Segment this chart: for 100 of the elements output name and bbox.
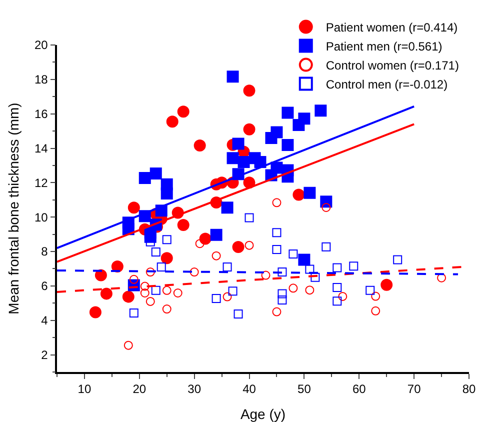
point [298, 112, 310, 125]
point [322, 242, 331, 252]
point [212, 251, 221, 260]
point [349, 262, 358, 271]
point [190, 268, 199, 277]
y-tick-label: 10 [34, 210, 48, 224]
point [177, 219, 190, 232]
point [151, 248, 160, 257]
legend-label: Patient men (r=0.561) [326, 39, 442, 54]
y-tick-label: 2 [41, 348, 48, 362]
point [304, 186, 316, 199]
point [210, 228, 222, 241]
x-tick-label: 50 [298, 382, 312, 396]
y-tick-label: 18 [34, 72, 48, 87]
x-tick-label: 40 [242, 382, 256, 396]
point [138, 172, 151, 184]
point [221, 202, 234, 214]
y-tick-label: 16 [34, 107, 48, 122]
point [243, 84, 256, 97]
point [212, 294, 221, 304]
point [338, 292, 348, 301]
point [272, 198, 282, 208]
y-axis-title: Mean frontal bone thickness (mm) [6, 102, 22, 314]
point [270, 126, 283, 138]
point [173, 288, 182, 298]
point [162, 286, 172, 295]
point [278, 296, 287, 305]
point [278, 289, 287, 298]
point [234, 310, 243, 318]
point [146, 268, 155, 277]
point [160, 188, 173, 200]
x-tick-label: 30 [188, 382, 202, 396]
point [244, 240, 254, 250]
point [282, 138, 294, 151]
point [195, 239, 204, 248]
point [305, 264, 314, 274]
point [232, 138, 244, 150]
y-tick-label: 4 [41, 314, 48, 328]
point [332, 283, 342, 292]
point [298, 254, 310, 266]
point [322, 202, 331, 212]
point [380, 278, 393, 291]
point [160, 252, 173, 264]
point [371, 292, 380, 301]
point [332, 263, 342, 272]
x-axis-title: Age (y) [240, 406, 286, 422]
point [278, 268, 287, 277]
point [222, 292, 232, 302]
point [332, 296, 342, 306]
point [226, 70, 239, 83]
point [272, 307, 282, 316]
legend-label: Control men (r=-0.012) [326, 77, 448, 92]
point [100, 288, 112, 300]
point [292, 188, 305, 201]
point [288, 284, 298, 293]
point [310, 272, 320, 282]
point [254, 156, 266, 168]
point [238, 156, 250, 168]
point [194, 140, 206, 152]
point [94, 269, 107, 282]
point [129, 308, 138, 318]
point [162, 235, 172, 244]
point [393, 255, 402, 264]
point [129, 274, 138, 284]
point [140, 288, 150, 298]
point [226, 152, 239, 164]
point [166, 116, 178, 128]
x-tick-label: 20 [132, 382, 146, 396]
x-tick-label: 70 [407, 382, 422, 396]
point [162, 304, 172, 314]
y-tick-label: 12 [34, 176, 48, 190]
y-tick-label: 8 [41, 244, 48, 259]
point [371, 306, 380, 316]
point [151, 286, 160, 295]
x-tick-label: 80 [462, 382, 476, 396]
point [261, 270, 270, 280]
y-tick-label: 20 [34, 38, 48, 52]
point [128, 202, 140, 214]
point [222, 262, 232, 272]
point [150, 168, 162, 180]
point [228, 286, 238, 296]
point [89, 306, 102, 318]
point [156, 262, 166, 272]
point [232, 241, 244, 254]
legend-label: Control women (r=0.171) [326, 58, 459, 72]
point [305, 286, 314, 295]
point [124, 340, 133, 350]
point [146, 296, 155, 306]
y-tick-label: 14 [34, 141, 48, 156]
x-tick-label: 10 [78, 382, 92, 396]
point [272, 228, 282, 238]
point [244, 213, 254, 222]
point [314, 104, 327, 117]
point [243, 123, 256, 136]
y-tick-label: 6 [41, 279, 48, 294]
point [177, 106, 190, 118]
point [199, 232, 212, 245]
point [288, 249, 298, 258]
x-tick-label: 60 [352, 382, 366, 396]
point [140, 282, 150, 291]
